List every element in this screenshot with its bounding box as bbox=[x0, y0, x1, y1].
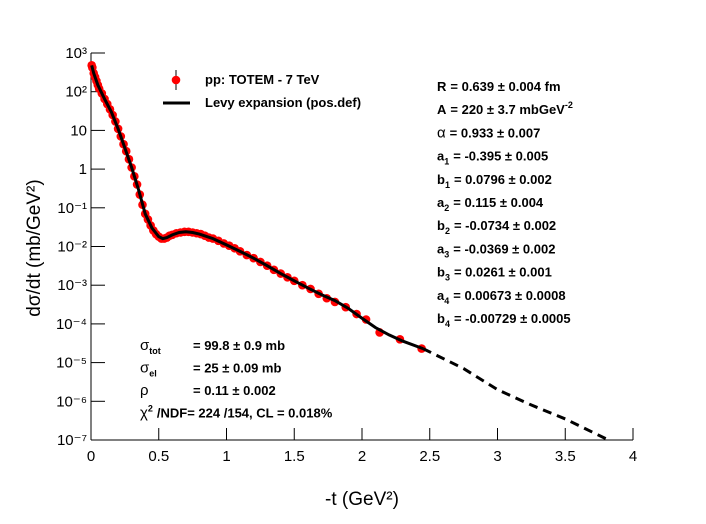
annotation-symbol: a bbox=[437, 288, 445, 303]
annotation-text: = 0.639 ± 0.004 fm bbox=[450, 79, 560, 94]
annotation-text: = 99.8 ± 0.9 mb bbox=[193, 338, 285, 353]
annotation-text: = 25 ± 0.09 mb bbox=[193, 361, 281, 376]
annotation-text: = 0.933 ± 0.007 bbox=[450, 125, 541, 140]
x-tick-label: 1.5 bbox=[284, 448, 305, 465]
annotation: ρ = 0.11 ± 0.002 bbox=[140, 382, 276, 399]
y-tick-label: 10⁻³ bbox=[57, 277, 87, 294]
annotation: A = 220 ± 3.7 mbGeV-2 bbox=[437, 100, 573, 117]
annotation: σel = 25 ± 0.09 mb bbox=[140, 360, 281, 379]
annotation-sub: tot bbox=[149, 346, 161, 356]
y-tick-label: 10² bbox=[65, 84, 87, 101]
annotation-symbol: χ bbox=[140, 405, 148, 422]
annotation: a4 = 0.00673 ± 0.0008 bbox=[437, 288, 566, 306]
annotation-text: = 220 ± 3.7 mbGeV bbox=[450, 102, 565, 117]
annotation: a2 = 0.115 ± 0.004 bbox=[437, 195, 544, 213]
y-tick-label: 10⁻¹ bbox=[57, 200, 87, 217]
annotation: b2 = -0.0734 ± 0.002 bbox=[437, 218, 556, 236]
annotation-text: = -0.0369 ± 0.002 bbox=[453, 241, 555, 256]
annotation-text: = -0.395 ± 0.005 bbox=[453, 149, 548, 164]
annotation-symbol: A bbox=[437, 102, 447, 117]
x-tick-label: 2 bbox=[358, 448, 366, 465]
annotation-symbol: α bbox=[437, 124, 446, 141]
annotation-symbol: R bbox=[437, 79, 447, 94]
annotation: a3 = -0.0369 ± 0.002 bbox=[437, 241, 555, 259]
annotation: b3 = 0.0261 ± 0.001 bbox=[437, 265, 552, 283]
annotation-text: = 0.115 ± 0.004 bbox=[453, 195, 544, 210]
annotation: χ2/NDF= 224 /154, CL = 0.018% bbox=[140, 404, 333, 422]
annotation-text: = 0.11 ± 0.002 bbox=[193, 383, 276, 398]
x-tick-label: 3.5 bbox=[555, 448, 576, 465]
annotation: R = 0.639 ± 0.004 fm bbox=[437, 79, 561, 94]
annotation-text: = 0.00673 ± 0.0008 bbox=[453, 288, 565, 303]
annotation-sub: 1 bbox=[445, 180, 450, 190]
y-tick-label: 10⁻⁴ bbox=[56, 316, 87, 333]
annotation-sub: 3 bbox=[445, 273, 450, 283]
annotation-symbol: a bbox=[437, 195, 445, 210]
annotation-sup: -2 bbox=[565, 100, 573, 110]
annotation-symbol: a bbox=[437, 241, 445, 256]
annotation-symbol: σ bbox=[140, 360, 150, 377]
y-tick-label: 10³ bbox=[65, 45, 87, 62]
annotation-sub: 3 bbox=[444, 249, 449, 259]
annotation-text: = 0.0796 ± 0.002 bbox=[454, 172, 552, 187]
annotation: b4 = -0.00729 ± 0.0005 bbox=[437, 311, 571, 329]
annotation-text: = -0.00729 ± 0.0005 bbox=[454, 311, 571, 326]
y-tick-label: 10⁻² bbox=[57, 239, 87, 256]
annotation-symbol: b bbox=[437, 311, 445, 326]
annotation: a1 = -0.395 ± 0.005 bbox=[437, 149, 548, 167]
legend-marker bbox=[171, 75, 181, 85]
annotation-text: = -0.0734 ± 0.002 bbox=[454, 218, 556, 233]
y-tick-label: 10 bbox=[70, 122, 87, 139]
x-axis-title: -t (GeV²) bbox=[325, 489, 399, 510]
annotation-sup: 2 bbox=[148, 404, 153, 414]
annotation-sub: el bbox=[149, 369, 157, 379]
annotation-text: /NDF= 224 /154, CL = 0.018% bbox=[157, 406, 333, 421]
legend-label: Levy expansion (pos.def) bbox=[205, 95, 361, 110]
y-tick-label: 10⁻⁵ bbox=[56, 355, 87, 372]
annotation-sub: 2 bbox=[445, 226, 450, 236]
annotation-symbol: b bbox=[437, 172, 445, 187]
x-tick-label: 1 bbox=[222, 448, 230, 465]
annotation: σtot = 99.8 ± 0.9 mb bbox=[140, 337, 285, 356]
annotation-sub: 1 bbox=[444, 157, 449, 167]
annotation: α = 0.933 ± 0.007 bbox=[437, 124, 540, 141]
extrapolation-line bbox=[422, 347, 610, 442]
annotation-symbol: b bbox=[437, 218, 445, 233]
annotation-sub: 4 bbox=[444, 296, 449, 306]
x-tick-label: 0.5 bbox=[148, 448, 169, 465]
annotation: b1 = 0.0796 ± 0.002 bbox=[437, 172, 552, 190]
annotation-sub: 4 bbox=[445, 319, 450, 329]
legend-label: pp: TOTEM - 7 TeV bbox=[205, 72, 320, 87]
x-tick-label: 3 bbox=[493, 448, 501, 465]
x-tick-label: 0 bbox=[87, 448, 95, 465]
annotation-symbol: a bbox=[437, 149, 445, 164]
x-tick-label: 4 bbox=[629, 448, 637, 465]
y-tick-label: 10⁻⁶ bbox=[56, 393, 87, 410]
annotation-symbol: σ bbox=[140, 337, 150, 354]
annotation-text: = 0.0261 ± 0.001 bbox=[454, 265, 552, 280]
annotation-symbol: ρ bbox=[140, 382, 149, 399]
y-tick-label: 10⁻⁷ bbox=[57, 432, 87, 449]
fit-line bbox=[90, 64, 424, 351]
annotation-symbol: b bbox=[437, 265, 445, 280]
y-axis-title: dσ/dt (mb/GeV²) bbox=[24, 179, 45, 316]
annotation-sub: 2 bbox=[444, 203, 449, 213]
y-tick-label: 1 bbox=[79, 161, 87, 178]
x-tick-label: 2.5 bbox=[419, 448, 440, 465]
